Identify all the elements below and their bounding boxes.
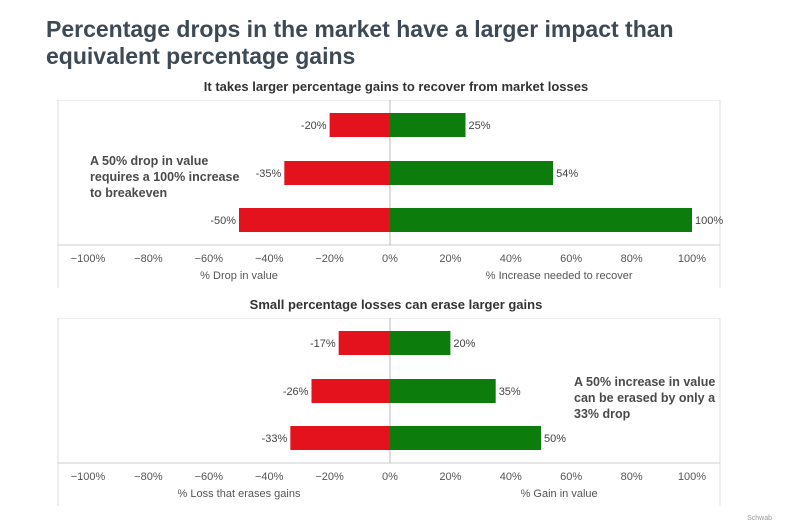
chart-2-tick-label: −40% [255, 471, 284, 483]
chart-2-bar-pos-2 [390, 426, 541, 450]
chart-1-xlabel-right: % Increase needed to recover [486, 270, 633, 282]
chart-1-tick-label: 60% [560, 253, 582, 265]
chart-1-tick-label: 20% [439, 253, 461, 265]
chart-1-bar-neg-1 [284, 161, 390, 185]
chart-2-tick-label: 60% [560, 471, 582, 483]
chart-2-data-label: 35% [499, 386, 521, 398]
chart-1-data-label: 25% [469, 120, 491, 132]
chart-1-data-label: -20% [301, 120, 327, 132]
chart-2-bar-neg-0 [338, 331, 390, 355]
chart-1-title: It takes larger percentage gains to reco… [203, 79, 589, 94]
chart-1-bar-pos-1 [390, 161, 554, 185]
chart-2-tick-label: 100% [678, 471, 706, 483]
chart-1-xlabel-left: % Drop in value [200, 270, 278, 282]
chart-2-tick-label: −60% [195, 471, 224, 483]
chart-1-tick-label: −80% [134, 253, 163, 265]
chart-1-data-label: 54% [556, 168, 578, 180]
chart-1-tick-label: 40% [500, 253, 522, 265]
chart-1-data-label: 100% [695, 215, 723, 227]
watermark: Schwab [747, 515, 772, 522]
chart-2-bar-neg-1 [311, 379, 390, 403]
chart-1-bar-pos-2 [390, 208, 692, 232]
chart-2-data-label: 50% [544, 433, 566, 445]
chart-1-tick-label: −60% [195, 253, 224, 265]
chart-2-xlabel-right: % Gain in value [521, 488, 598, 500]
chart-2-bar-pos-1 [390, 379, 496, 403]
chart-1-bar-neg-0 [329, 113, 390, 137]
chart-2-data-label: -17% [310, 338, 336, 350]
chart-1-tick-label: −20% [315, 253, 344, 265]
chart-1: −100% −80% −60% −40% −20% 0% 20% 40% 60% 80% 100%%… [57, 100, 723, 288]
chart-2-bar-pos-0 [390, 331, 451, 355]
chart-1-tick-label: −40% [255, 253, 284, 265]
page-title: Percentage drops in the market have a la… [46, 16, 674, 69]
chart-1-bar-neg-2 [239, 208, 390, 232]
chart-1-tick-label: 80% [621, 253, 643, 265]
chart-2-annotation: A 50% increase in value can be erased by… [574, 375, 716, 421]
chart-2-tick-label: −20% [315, 471, 344, 483]
chart-1-tick-label: −100% [71, 253, 106, 265]
chart-2-data-label: 20% [453, 338, 475, 350]
chart-2-data-label: -26% [283, 386, 309, 398]
chart-1-tick-label: 0% [382, 253, 398, 265]
chart-1-bar-pos-0 [390, 113, 466, 137]
chart-1-data-label: -35% [256, 168, 282, 180]
chart-1-data-label: -50% [210, 215, 236, 227]
chart-1-annotation: A 50% drop in value requires a 100% incr… [90, 154, 240, 200]
chart-2-tick-label: 20% [439, 471, 461, 483]
chart-2-xlabel-left: % Loss that erases gains [178, 488, 301, 500]
chart-2-tick-label: −80% [134, 471, 163, 483]
chart-2-tick-label: 40% [500, 471, 522, 483]
chart-1-tick-label: 100% [678, 253, 706, 265]
chart-2: −100% −80% −60% −40% −20% 0% 20% 40% 60% 80% 100%%… [57, 318, 721, 506]
chart-2-title: Small percentage losses can erase larger… [249, 297, 543, 312]
chart-2-bar-neg-2 [290, 426, 390, 450]
chart-2-tick-label: −100% [71, 471, 106, 483]
chart-2-tick-label: 80% [621, 471, 643, 483]
chart-2-tick-label: 0% [382, 471, 398, 483]
chart-2-data-label: -33% [262, 433, 288, 445]
